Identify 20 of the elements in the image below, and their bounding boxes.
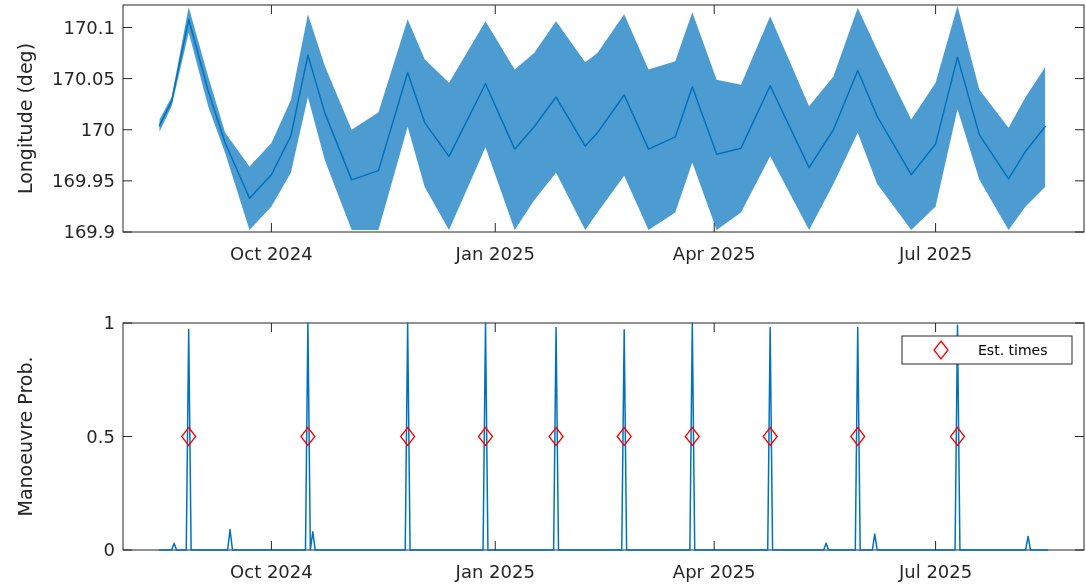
x-tick-label: Jan 2025	[454, 561, 535, 582]
y-tick-label: 1	[103, 312, 115, 334]
y-tick-label: 170	[80, 119, 115, 141]
y-tick-label: 169.9	[63, 221, 115, 243]
y-tick-label: 169.95	[52, 170, 115, 192]
y-tick-label: 0	[103, 539, 115, 561]
x-tick-label: Apr 2025	[672, 243, 756, 264]
y-tick-label: 0.5	[86, 425, 115, 447]
x-tick-label: Oct 2024	[230, 561, 313, 582]
y-tick-label: 170.1	[63, 16, 115, 38]
y-axis-title: Manoeuvre Prob.	[14, 356, 36, 517]
x-tick-label: Jan 2025	[454, 243, 535, 264]
line-series	[158, 322, 1049, 551]
x-tick-label: Oct 2024	[230, 243, 313, 264]
legend-label: Est. times	[978, 341, 1048, 358]
y-axis-title: Longitude (deg)	[14, 42, 36, 195]
x-tick-label: Apr 2025	[672, 561, 756, 582]
x-tick-label: Jul 2025	[897, 561, 973, 582]
y-tick-label: 170.05	[52, 67, 115, 89]
x-tick-label: Jul 2025	[897, 243, 973, 264]
